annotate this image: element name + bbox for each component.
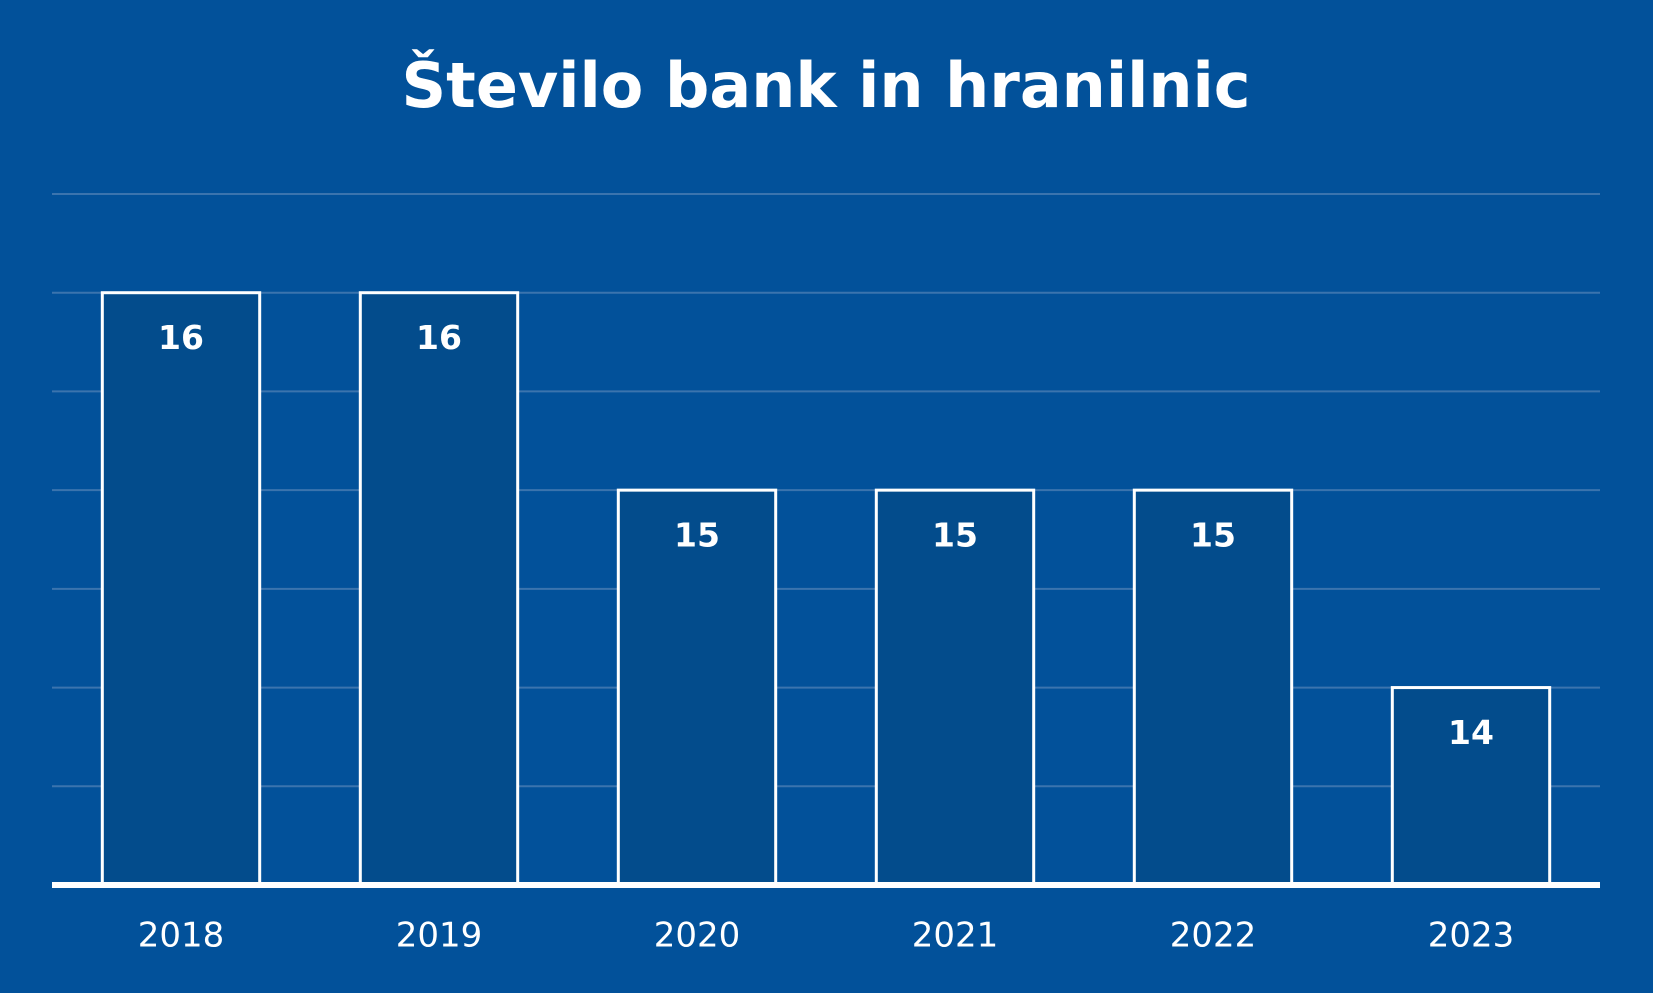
x-tick-label: 2019 [396, 916, 483, 956]
bar [616, 488, 778, 887]
value-label: 15 [932, 516, 978, 555]
bar [874, 488, 1036, 887]
x-tick-label: 2022 [1170, 916, 1257, 956]
x-tick-label: 2023 [1428, 916, 1515, 956]
bar [358, 291, 520, 887]
bar [1390, 686, 1552, 887]
value-label: 14 [1448, 713, 1494, 752]
value-label: 16 [416, 318, 462, 357]
value-label: 16 [158, 318, 204, 357]
bar [100, 291, 262, 887]
chart-title: Število bank in hranilnic [402, 49, 1251, 122]
value-label: 15 [1190, 516, 1236, 555]
x-tick-label: 2021 [912, 916, 999, 956]
value-label: 15 [674, 516, 720, 555]
x-tick-label: 2020 [654, 916, 741, 956]
x-tick-label: 2018 [138, 916, 225, 956]
bar [1132, 488, 1294, 887]
